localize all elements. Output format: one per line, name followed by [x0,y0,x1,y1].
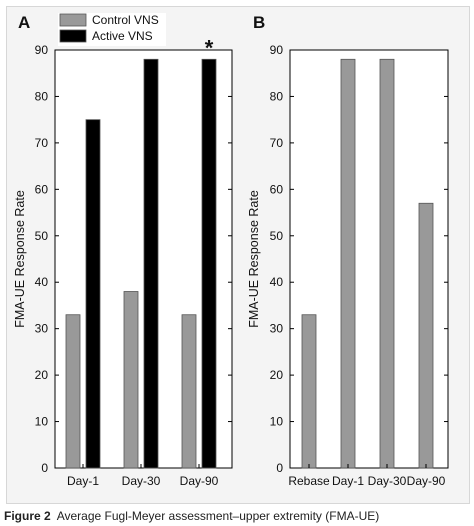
chart-b: 0 10 20 30 40 50 60 70 80 90 FMA-UE Response Rate B… [247,13,449,488]
chart-a: 0 10 20 30 40 50 60 70 80 90 FMA-UE Response Rate A… [13,13,233,488]
bar-control-vns [65,314,81,469]
bar [301,314,317,469]
bar-control-vns [123,291,139,469]
y-tick-label: 0 [276,461,283,475]
y-tick-label: 20 [35,368,49,382]
legend-entry: Control VNS [92,13,159,27]
y-tick-label: 60 [35,182,49,196]
y-tick-label: 90 [35,43,49,57]
y-tick-label: 50 [270,229,284,243]
x-tick-label: Day-90 [407,474,446,488]
y-tick-label: 20 [270,368,284,382]
figure-caption: Figure 2 Average Fugl-Meyer assessment–u… [4,509,379,523]
y-tick-label: 30 [35,322,49,336]
y-tick-label: 50 [35,229,49,243]
panel-label: A [18,13,30,32]
bar [340,58,356,469]
y-tick-label: 0 [41,461,48,475]
legend-swatch [59,29,87,43]
x-tick-label: Day-90 [180,474,219,488]
y-axis-label: FMA-UE Response Rate [13,190,27,328]
caption-text: Average Fugl-Meyer assessment–upper extr… [56,509,380,523]
x-tick-label: Day-1 [67,474,99,488]
figure-svg: 0 10 20 30 40 50 60 70 80 90 FMA-UE Response Rate A… [13,13,449,488]
y-tick-label: 10 [270,415,284,429]
y-tick-label: 80 [35,89,49,103]
bar [418,202,434,469]
legend-entry: Active VNS [92,29,153,43]
x-tick-label: Rebase [288,474,330,488]
y-axis-label: FMA-UE Response Rate [247,190,261,328]
y-tick-label: 10 [35,415,49,429]
y-tick-label: 40 [270,275,284,289]
bar-active-vns [201,58,217,469]
y-tick-label: 80 [270,89,284,103]
y-tick-label: 40 [35,275,49,289]
legend-swatch [59,13,87,27]
y-tick-label: 70 [270,136,284,150]
significance-marker: * [205,35,214,60]
bar-active-vns [143,58,159,469]
x-tick-label: Day-30 [122,474,161,488]
bar-control-vns [181,314,197,469]
y-tick-label: 60 [270,182,284,196]
y-tick-label: 90 [270,43,284,57]
y-tick-label: 70 [35,136,49,150]
bar [379,58,395,469]
caption-label: Figure 2 [4,509,51,523]
bar-active-vns [85,119,101,469]
x-tick-label: Day-30 [368,474,407,488]
panel-label: B [253,13,265,32]
x-tick-label: Day-1 [332,474,364,488]
y-tick-label: 30 [270,322,284,336]
